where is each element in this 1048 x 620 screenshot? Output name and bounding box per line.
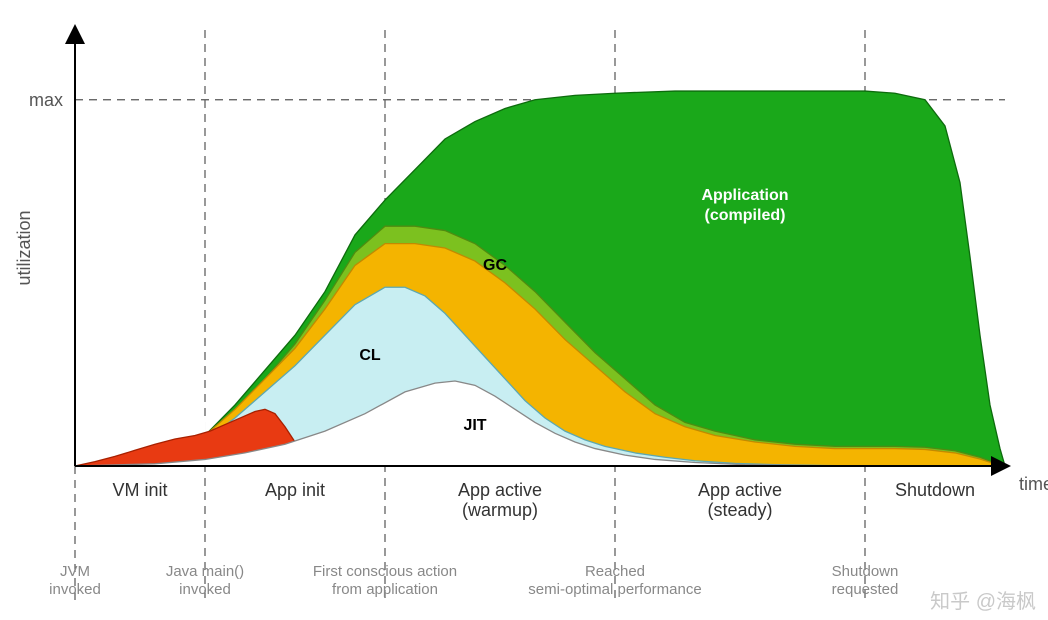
phase-label: Shutdown bbox=[895, 480, 975, 500]
series-label-gc: GC bbox=[483, 257, 507, 274]
event-label: Reachedsemi-optimal performance bbox=[528, 563, 701, 598]
y-axis-label: utilization bbox=[14, 210, 34, 285]
y-max-label: max bbox=[29, 90, 63, 110]
series-label-jit: JIT bbox=[463, 417, 486, 434]
event-label: JVMinvoked bbox=[49, 563, 101, 598]
event-label: Shutdownrequested bbox=[832, 563, 899, 598]
series-label-cl: CL bbox=[359, 347, 381, 364]
event-label: First conscious actionfrom application bbox=[313, 563, 457, 598]
event-label: Java main()invoked bbox=[166, 563, 244, 598]
phase-label: VM init bbox=[112, 480, 167, 500]
series-label-vm: VM bbox=[183, 417, 207, 434]
chart-root: max utilization time VM init App init App act… bbox=[0, 0, 1048, 620]
phase-label: App active(steady) bbox=[698, 480, 782, 520]
phase-label: App init bbox=[265, 480, 325, 500]
phase-label: App active(warmup) bbox=[458, 480, 542, 520]
x-axis-label: time bbox=[1019, 474, 1048, 494]
